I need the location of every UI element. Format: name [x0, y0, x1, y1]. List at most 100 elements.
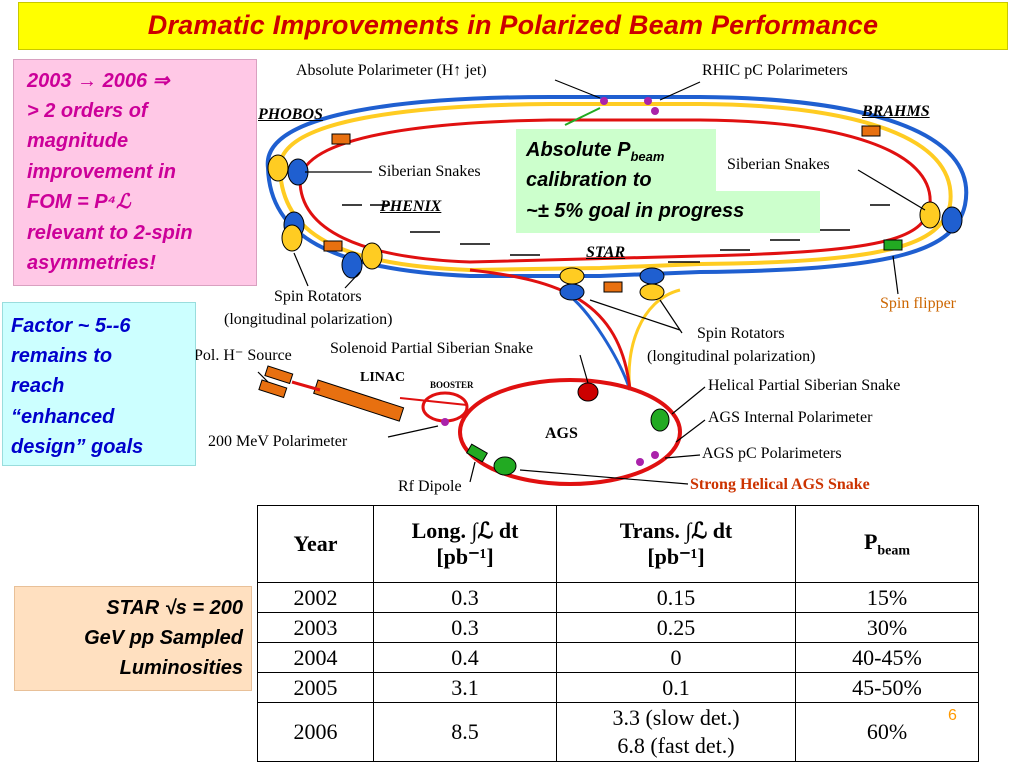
rhic-inner-red — [298, 118, 932, 264]
header-long-label: Long. ∫ℒ dt — [411, 518, 519, 543]
cell-long: 0.4 — [373, 642, 557, 673]
cell-year: 2002 — [257, 582, 374, 613]
transfer-line-red — [469, 268, 632, 391]
page-number: 6 — [948, 707, 957, 724]
cell-year: 2003 — [257, 612, 374, 643]
cell-long: 3.1 — [373, 672, 557, 703]
helical-snake-label: Helical Partial Siberian Snake — [708, 377, 901, 394]
cell-pbeam: 40-45% — [795, 642, 979, 673]
title-banner: Dramatic Improvements in Polarized Beam … — [18, 2, 1008, 50]
siberian-snakes-left-label: Siberian Snakes — [378, 163, 481, 180]
pol-source-label: Pol. H⁻ Source — [194, 347, 292, 364]
cell-trans: 0 — [556, 642, 796, 673]
spin-rotators-left-sub: (longitudinal polarization) — [224, 311, 393, 328]
factor-box: Factor ~ 5--6 remains to reach “enhanced… — [2, 302, 196, 466]
rf-dipole-label: Rf Dipole — [398, 478, 462, 495]
table-row: 2005 3.1 0.1 45-50% — [257, 672, 979, 703]
cell-year: 2004 — [257, 642, 374, 673]
table-header-row: Year Long. ∫ℒ dt [pb⁻¹] Trans. ∫ℒ dt [pb… — [257, 505, 979, 583]
improvement-line: improvement in — [27, 161, 176, 183]
factor-line: “enhanced — [11, 406, 115, 428]
linac-bar — [313, 379, 405, 422]
polarimeter-dots — [441, 97, 659, 466]
cell-trans: 3.3 (slow det.) 6.8 (fast det.) — [556, 702, 796, 762]
cell-pbeam: 30% — [795, 612, 979, 643]
star-line: STAR √s = 200 — [106, 597, 243, 619]
booster-ring — [421, 391, 469, 423]
transfer-line-yellow — [627, 288, 681, 391]
header-trans-label: Trans. ∫ℒ dt — [619, 518, 733, 543]
solenoid-snake-label: Solenoid Partial Siberian Snake — [330, 340, 534, 357]
calibration-line1: Absolute Pbeam — [526, 139, 665, 164]
ags-ring — [458, 378, 682, 486]
rhic-ring-blue — [265, 95, 969, 278]
star-luminosity-box: STAR √s = 200 GeV pp Sampled Luminositie… — [14, 586, 252, 691]
cell-trans-fast: 6.8 (fast det.) — [617, 733, 735, 758]
factor-line: Factor ~ 5--6 — [11, 315, 131, 337]
improvement-box: 2003 → 2006 ⇒ > 2 orders of magnitude im… — [13, 59, 257, 286]
table-row: 2003 0.3 0.25 30% — [257, 612, 979, 643]
spin-flipper-label: Spin flipper — [880, 295, 956, 312]
header-year: Year — [257, 505, 374, 583]
table-row: 2004 0.4 0 40-45% — [257, 642, 979, 673]
header-trans: Trans. ∫ℒ dt [pb⁻¹] — [556, 505, 796, 583]
ags-label: AGS — [545, 425, 578, 442]
table-row: 2002 0.3 0.15 15% — [257, 582, 979, 613]
phobos-label: PHOBOS — [258, 106, 323, 123]
factor-line: reach — [11, 375, 65, 397]
calibration-goal-box: Absolute Pbeam calibration to ~± 5% goal… — [516, 129, 820, 233]
mev-polarimeter-label: 200 MeV Polarimeter — [208, 433, 348, 450]
linac-label: LINAC — [360, 370, 406, 385]
spin-rotators-right-label: Spin Rotators — [697, 325, 785, 342]
header-trans-unit: [pb⁻¹] — [647, 544, 705, 569]
cell-long: 8.5 — [373, 702, 557, 762]
brahms-label: BRAHMS — [862, 103, 930, 120]
cell-trans: 0.1 — [556, 672, 796, 703]
cell-trans-slow: 3.3 (slow det.) — [612, 705, 740, 730]
cell-year: 2005 — [257, 672, 374, 703]
cell-long: 0.3 — [373, 612, 557, 643]
rhic-ring-yellow — [277, 102, 953, 273]
ags-pc-label: AGS pC Polarimeters — [702, 445, 842, 462]
spin-rotators-right-sub: (longitudinal polarization) — [647, 348, 816, 365]
transfer-line-blue — [564, 290, 632, 391]
improvement-line: asymmetries! — [27, 252, 156, 274]
header-pbeam: Pbeam — [795, 505, 979, 583]
factor-line: design” goals — [11, 436, 144, 458]
pol-source-1 — [264, 365, 294, 385]
cell-year: 2006 — [257, 702, 374, 762]
header-long: Long. ∫ℒ dt [pb⁻¹] — [373, 505, 557, 583]
luminosity-table: Year Long. ∫ℒ dt [pb⁻¹] Trans. ∫ℒ dt [pb… — [257, 505, 979, 762]
calibration-line3: ~± 5% goal in progress — [526, 200, 745, 222]
header-pbeam-label: P — [863, 528, 878, 554]
rhic-pc-label: RHIC pC Polarimeters — [702, 62, 848, 79]
cell-trans: 0.25 — [556, 612, 796, 643]
absolute-polarimeter-label: Absolute Polarimeter (H↑ jet) — [296, 62, 487, 79]
calibration-line2: calibration to — [526, 169, 652, 191]
improvement-line: magnitude — [27, 130, 129, 152]
cell-long: 0.3 — [373, 582, 557, 613]
phenix-label: PHENIX — [380, 198, 442, 215]
table-row: 2006 8.5 3.3 (slow det.) 6.8 (fast det.)… — [257, 702, 979, 762]
improvement-line: 2003 → 2006 ⇒ — [27, 70, 170, 92]
star-line: GeV pp Sampled — [84, 627, 243, 649]
improvement-line: > 2 orders of — [27, 100, 148, 122]
cell-pbeam: 60% — [795, 702, 979, 762]
booster-label: BOOSTER — [430, 380, 474, 390]
improvement-line: relevant to 2-spin — [27, 222, 193, 244]
cell-pbeam: 15% — [795, 582, 979, 613]
header-pbeam-sub: beam — [877, 543, 911, 559]
snake-markers — [267, 154, 963, 476]
strong-snake-label: Strong Helical AGS Snake — [690, 476, 870, 493]
pol-source-2 — [258, 379, 288, 399]
improvement-line: FOM = P⁴ℒ — [27, 191, 131, 213]
siberian-snakes-right-label: Siberian Snakes — [727, 156, 830, 173]
star-line: Luminosities — [119, 657, 243, 679]
spin-rotators-left-label: Spin Rotators — [274, 288, 362, 305]
cell-pbeam: 45-50% — [795, 672, 979, 703]
header-long-unit: [pb⁻¹] — [436, 544, 494, 569]
star-label: STAR — [586, 244, 626, 261]
factor-line: remains to — [11, 345, 113, 367]
cell-trans: 0.15 — [556, 582, 796, 613]
